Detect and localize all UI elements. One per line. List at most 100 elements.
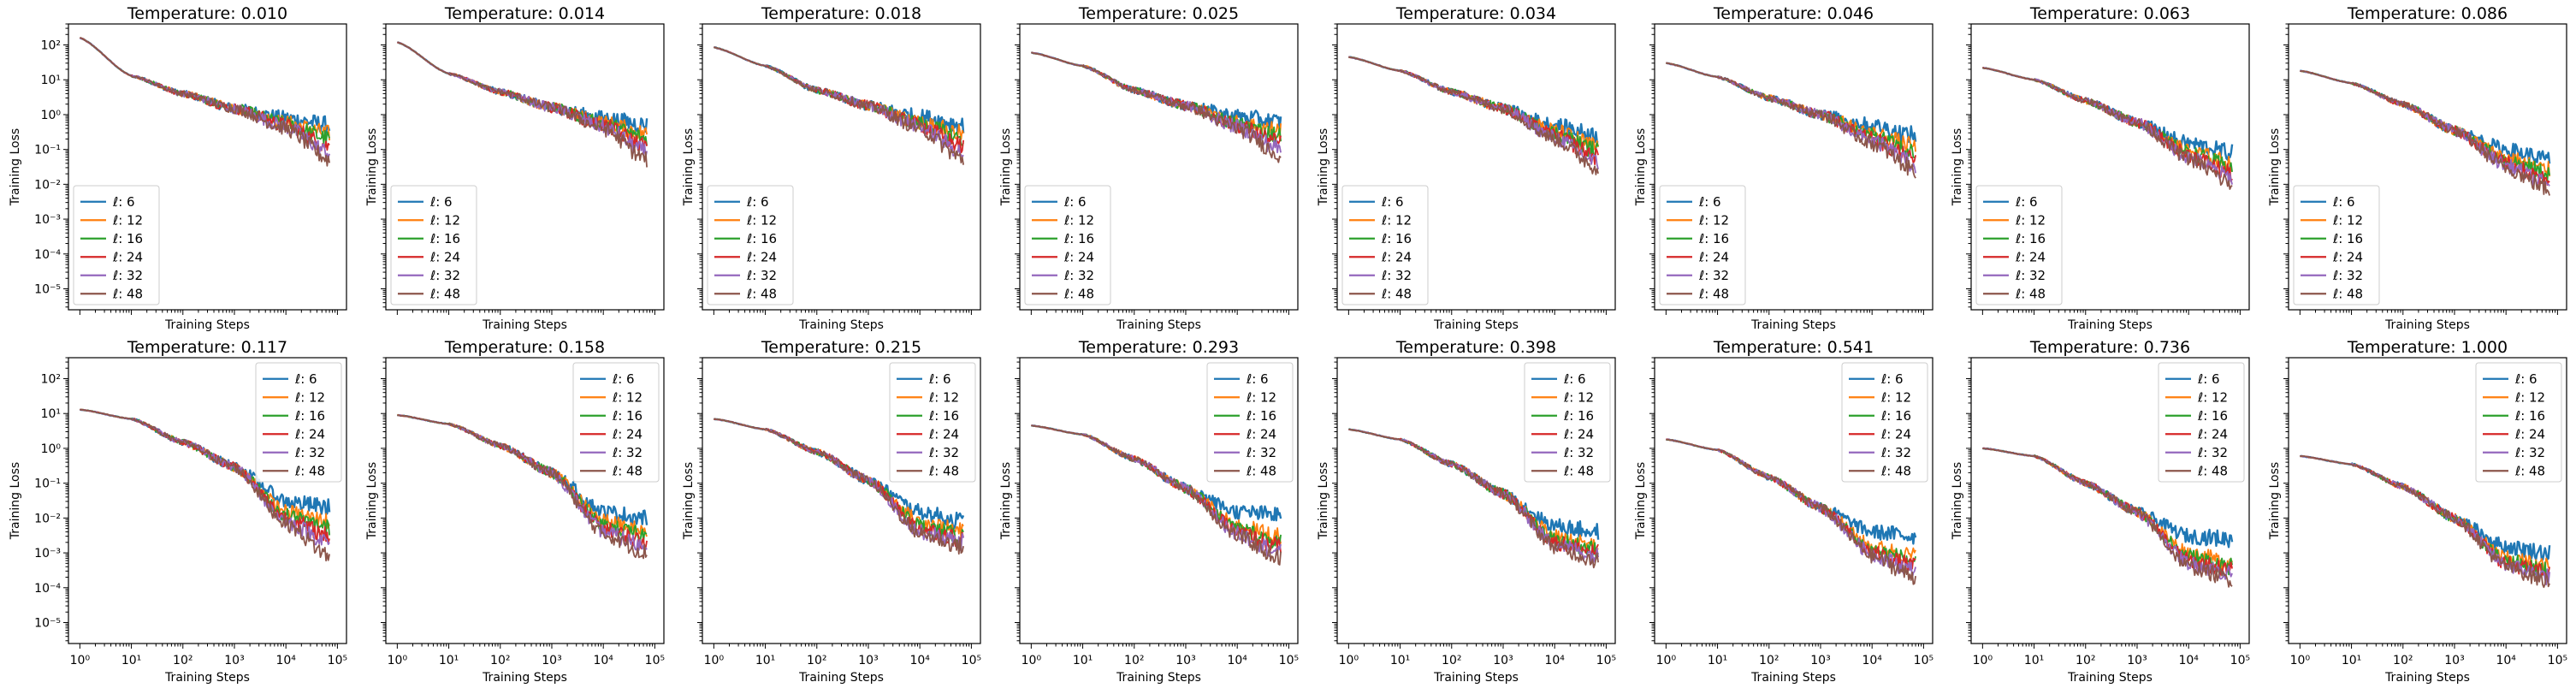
x-tick-label: 10² (2076, 654, 2095, 667)
legend-label-6: ℓ: 48 (928, 463, 959, 478)
series-line-1 (1031, 51, 1282, 131)
x-axis-label: Training Steps (164, 671, 250, 685)
series-line-6 (1031, 51, 1282, 163)
legend-label-1: ℓ: 6 (1063, 194, 1087, 210)
x-axis-label: Training Steps (2067, 671, 2153, 685)
legend-label-1: ℓ: 6 (612, 371, 635, 387)
legend-label-5: ℓ: 32 (1698, 268, 1729, 283)
legend-label-2: ℓ: 12 (429, 212, 460, 228)
subplot-title: Temperature: 1.000 (2347, 338, 2508, 357)
legend-label-6: ℓ: 48 (2197, 463, 2228, 478)
series-line-6 (80, 37, 330, 167)
legend: ℓ: 6 ℓ: 12 ℓ: 16 ℓ: 24 ℓ: 32 ℓ: 48 (1659, 185, 1746, 305)
x-axis-label: Training Steps (1116, 318, 1201, 332)
x-tick-label: 10⁰ (2290, 654, 2311, 667)
subplot-10: Temperature: 0.158 10⁰ 10¹ 10² 10³ 10⁴ 10⁵ Trai… (365, 338, 665, 685)
y-tick-label: 10⁻² (34, 178, 61, 192)
y-tick-label: 10² (41, 373, 61, 387)
subplot-title: Temperature: 0.046 (1713, 4, 1874, 23)
legend-label-2: ℓ: 12 (1698, 212, 1729, 228)
series-line-6 (1348, 56, 1599, 175)
legend-label-6: ℓ: 48 (746, 286, 777, 301)
legend-label-3: ℓ: 16 (928, 408, 959, 424)
legend-label-4: ℓ: 24 (294, 426, 325, 442)
legend-label-1: ℓ: 6 (294, 371, 317, 387)
series-group (1981, 67, 2234, 190)
series-line-6 (397, 414, 648, 560)
x-axis-label: Training Steps (1433, 318, 1519, 332)
legend-label-6: ℓ: 48 (112, 286, 143, 301)
subplot-11: Temperature: 0.215 10⁰ 10¹ 10² 10³ 10⁴ 10⁵ Trai… (682, 338, 981, 685)
x-tick-label: 10¹ (439, 654, 459, 667)
y-axis-label: Training Loss (682, 462, 696, 540)
legend-label-6: ℓ: 48 (612, 463, 643, 478)
x-tick-label: 10⁰ (70, 654, 91, 667)
series-line-2 (1348, 56, 1599, 151)
legend-label-4: ℓ: 24 (1246, 426, 1276, 442)
x-tick-label: 10² (2393, 654, 2413, 667)
x-tick-label: 10⁴ (2496, 654, 2516, 667)
x-tick-label: 10³ (224, 654, 244, 667)
x-axis-label: Training Steps (798, 671, 884, 685)
x-tick-label: 10³ (858, 654, 878, 667)
legend-label-3: ℓ: 16 (1381, 231, 1412, 246)
legend-label-5: ℓ: 32 (1246, 445, 1276, 460)
legend-label-2: ℓ: 12 (1246, 389, 1276, 405)
series-line-6 (1982, 448, 2233, 588)
legend-label-2: ℓ: 12 (2015, 212, 2046, 228)
legend-label-6: ℓ: 48 (1880, 463, 1911, 478)
subplot-15: Temperature: 0.736 10⁰ 10¹ 10² 10³ 10⁴ 10⁵ Trai… (1951, 338, 2250, 685)
x-tick-label: 10⁰ (388, 654, 408, 667)
x-tick-label: 10³ (2127, 654, 2147, 667)
subplot-title: Temperature: 0.010 (127, 4, 287, 23)
series-line-5 (714, 46, 964, 158)
x-axis-label: Training Steps (2384, 671, 2470, 685)
series-line-6 (714, 46, 964, 165)
subplot-title: Temperature: 0.014 (444, 4, 605, 23)
y-tick-label: 10⁻¹ (34, 477, 61, 491)
legend: ℓ: 6 ℓ: 12 ℓ: 16 ℓ: 24 ℓ: 32 ℓ: 48 (572, 362, 660, 483)
legend-label-2: ℓ: 12 (1880, 389, 1911, 405)
legend-label-5: ℓ: 32 (1880, 445, 1911, 460)
legend-label-3: ℓ: 16 (2015, 231, 2046, 246)
legend: ℓ: 6 ℓ: 12 ℓ: 16 ℓ: 24 ℓ: 32 ℓ: 48 (1841, 362, 1928, 483)
series-line-6 (397, 41, 648, 168)
subplot-title: Temperature: 0.025 (1078, 4, 1239, 23)
legend-label-4: ℓ: 24 (928, 426, 959, 442)
subplot-title: Temperature: 0.293 (1078, 338, 1239, 357)
subplot-13: Temperature: 0.398 10⁰ 10¹ 10² 10³ 10⁴ 10⁵ Trai… (1317, 338, 1616, 685)
subplot-title: Temperature: 0.541 (1713, 338, 1874, 357)
legend-label-6: ℓ: 48 (1563, 463, 1594, 478)
series-group (1982, 447, 2234, 588)
series-group (1666, 62, 1917, 179)
y-axis-label: Training Loss (1317, 128, 1330, 206)
x-tick-label: 10⁰ (1022, 654, 1042, 667)
legend-label-2: ℓ: 12 (2197, 389, 2228, 405)
subplot-6: Temperature: 0.046 Training Steps Training… (1634, 4, 1933, 332)
legend-label-6: ℓ: 48 (1698, 286, 1729, 301)
subplot-title: Temperature: 0.117 (127, 338, 287, 357)
series-group (2299, 69, 2551, 196)
x-tick-label: 10³ (1810, 654, 1830, 667)
panels-grid: Temperature: 0.010 10⁻⁵ 10⁻⁴ 10⁻³ 10⁻² 10⁻¹ 10… (9, 4, 2567, 685)
legend-label-1: ℓ: 6 (112, 194, 135, 210)
x-tick-label: 10⁵ (1914, 654, 1933, 667)
legend-label-3: ℓ: 16 (112, 231, 143, 246)
legend-label-4: ℓ: 24 (1698, 249, 1729, 264)
x-tick-label: 10⁴ (275, 654, 296, 667)
legend: ℓ: 6 ℓ: 12 ℓ: 16 ℓ: 24 ℓ: 32 ℓ: 48 (1341, 185, 1429, 305)
series-group (713, 418, 965, 555)
legend-label-3: ℓ: 16 (2332, 231, 2363, 246)
subplot-9: Temperature: 0.117 10⁰ 10¹ 10² 10³ 10⁴ 10⁵ 10⁻⁵… (9, 338, 347, 685)
x-tick-label: 10² (807, 654, 826, 667)
y-axis-label: Training Loss (999, 128, 1013, 206)
legend-label-5: ℓ: 32 (1063, 268, 1094, 283)
y-tick-label: 10⁻⁴ (34, 582, 61, 596)
x-axis-label: Training Steps (2067, 318, 2153, 332)
legend-label-5: ℓ: 32 (1563, 445, 1594, 460)
legend-label-4: ℓ: 24 (2332, 249, 2363, 264)
x-axis-label: Training Steps (1116, 671, 1201, 685)
x-axis-label: Training Steps (1750, 671, 1836, 685)
subplot-12: Temperature: 0.293 10⁰ 10¹ 10² 10³ 10⁴ 10⁵ Trai… (999, 338, 1299, 685)
